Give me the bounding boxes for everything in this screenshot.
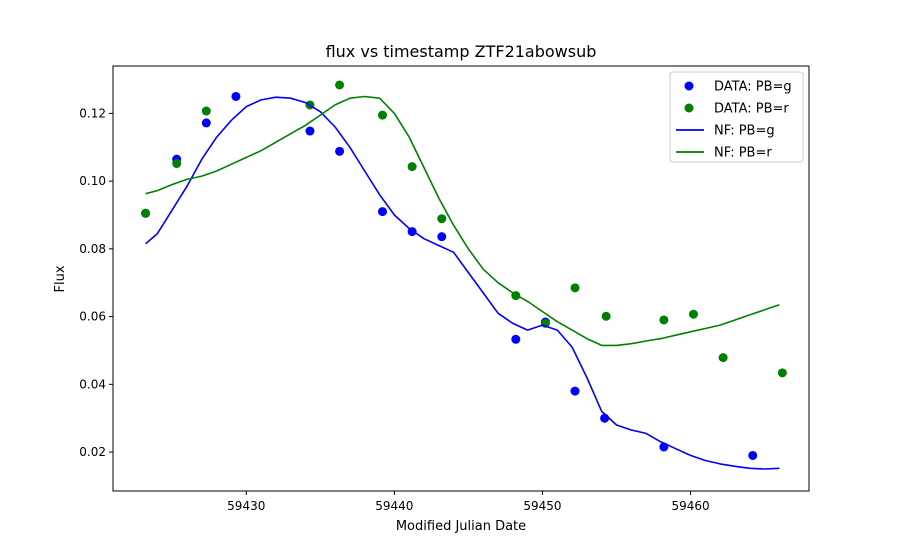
legend: DATA: PB=g DATA: PB=r NF: PB=g NF: PB=r: [669, 71, 804, 163]
data-point: [172, 159, 182, 169]
data-point: [659, 315, 669, 325]
data-point: [511, 334, 521, 344]
x-tick-label: 59430: [227, 499, 265, 513]
data-point: [748, 450, 758, 460]
y-tick-label: 0.04: [79, 377, 106, 391]
legend-label: DATA: PB=g: [714, 80, 792, 95]
data-point: [570, 283, 580, 293]
series-data-g-points: [141, 91, 758, 460]
x-tick-label: 59450: [523, 499, 561, 513]
plot-area: [141, 80, 787, 470]
data-point: [378, 207, 388, 217]
plot-frame: [112, 65, 810, 492]
data-point: [437, 214, 447, 224]
data-point: [601, 311, 611, 321]
x-axis-label: Modified Julian Date: [396, 519, 526, 534]
data-point: [688, 309, 698, 319]
series-line-nf-r: [145, 95, 780, 347]
y-tick-label: 0.12: [79, 106, 106, 120]
data-point: [570, 386, 580, 396]
y-tick-label: 0.06: [79, 310, 106, 324]
data-point: [378, 110, 388, 120]
legend-label: NF: PB=g: [714, 124, 775, 139]
data-point: [777, 368, 787, 378]
chart-title: flux vs timestamp ZTF21abowsub: [326, 42, 597, 61]
x-tick-label: 59460: [671, 499, 709, 513]
y-tick-label: 0.08: [79, 242, 106, 256]
x-axis: 59430 59440 59450 59460: [227, 491, 710, 513]
data-point: [231, 91, 241, 101]
data-point: [335, 80, 345, 90]
data-point: [335, 146, 345, 156]
y-axis: 0.02 0.04 0.06 0.08 0.10 0.12: [79, 106, 113, 459]
y-tick-label: 0.10: [79, 174, 106, 188]
legend-marker: [684, 103, 694, 113]
legend-label: NF: PB=r: [714, 146, 772, 161]
data-point: [141, 208, 151, 218]
legend-label: DATA: PB=r: [714, 102, 789, 117]
series-line-nf-g: [145, 96, 780, 470]
data-point: [437, 232, 447, 242]
data-point: [407, 162, 417, 172]
y-axis-label: Flux: [53, 265, 68, 292]
data-point: [201, 118, 211, 128]
data-point: [201, 106, 211, 116]
data-point: [305, 126, 315, 136]
y-tick-label: 0.02: [79, 445, 106, 459]
data-point: [718, 353, 728, 363]
series-data-r-points: [141, 80, 787, 378]
legend-marker: [684, 81, 694, 91]
legend-box: [669, 71, 804, 163]
x-tick-label: 59440: [375, 499, 413, 513]
